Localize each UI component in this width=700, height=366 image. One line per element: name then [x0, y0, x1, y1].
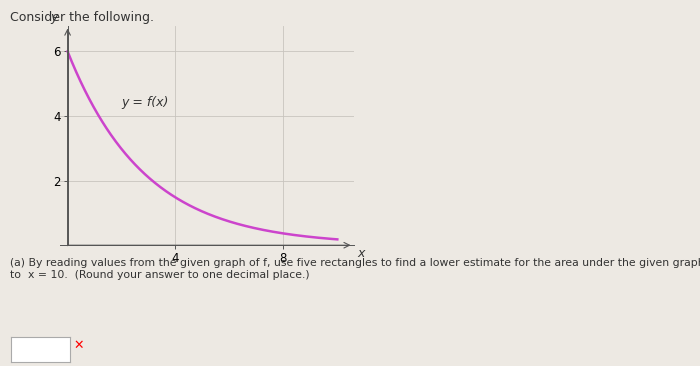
Text: Consider the following.: Consider the following. — [10, 11, 155, 24]
Text: (a) By reading values from the given graph of f, use five rectangles to find a l: (a) By reading values from the given gra… — [10, 258, 700, 280]
Text: y = f(x): y = f(x) — [122, 96, 169, 109]
Text: ✕: ✕ — [74, 339, 84, 352]
Text: y: y — [50, 11, 58, 24]
Text: x: x — [358, 247, 365, 260]
